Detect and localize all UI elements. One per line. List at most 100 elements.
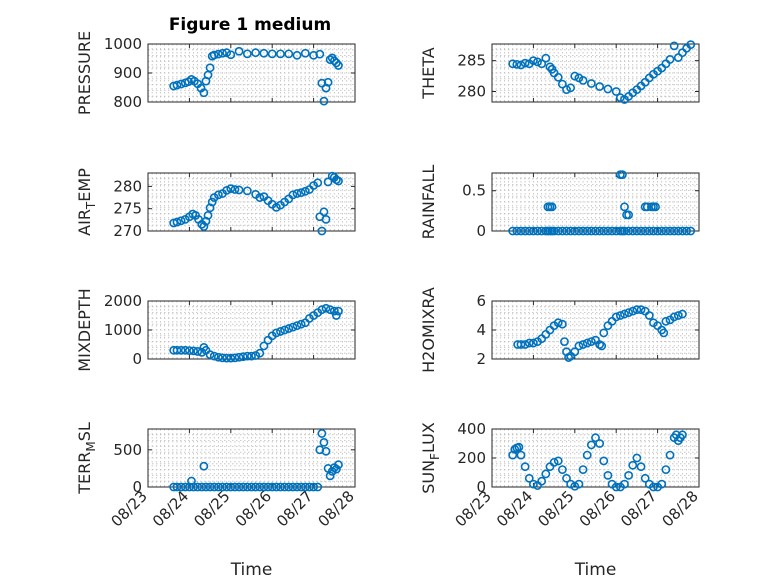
data-point <box>334 61 343 70</box>
data-point <box>334 460 343 470</box>
data-point <box>599 226 609 236</box>
subplot-1: 800 900 1000 PRESSURE <box>75 31 356 115</box>
data-point <box>678 226 687 236</box>
data-point <box>205 482 215 492</box>
y-tick-label: 0 <box>476 222 486 240</box>
y-tick-label: 280 <box>113 177 142 195</box>
data-point <box>512 226 522 236</box>
data-point <box>520 462 530 472</box>
data-point <box>222 185 232 195</box>
data-point <box>661 465 671 474</box>
subplot-4: 0 0.5 RAINFALL <box>419 165 700 240</box>
y-axis-label: RAINFALL <box>419 165 438 240</box>
data-point <box>218 353 227 363</box>
data-point <box>319 437 329 447</box>
data-point <box>524 338 534 348</box>
data-point <box>557 226 567 236</box>
data-point <box>317 429 327 438</box>
data-point <box>665 226 675 236</box>
data-point <box>284 49 294 59</box>
data-point <box>628 460 638 470</box>
data-point <box>313 178 323 188</box>
data-point <box>673 311 683 320</box>
data-point <box>566 226 576 236</box>
data-point <box>557 319 567 329</box>
data-point <box>611 226 621 236</box>
data-point <box>686 40 696 50</box>
data-point <box>644 311 654 320</box>
data-point <box>172 80 182 90</box>
data-point <box>230 185 240 194</box>
y-tick-label: 285 <box>457 52 486 70</box>
data-point <box>642 202 652 212</box>
data-point <box>599 328 609 338</box>
data-point <box>611 87 621 96</box>
data-point <box>549 457 559 467</box>
data-point <box>201 482 211 492</box>
subplot-6: 2 4 6 H2OMIXRA <box>419 287 700 373</box>
data-point <box>586 79 596 88</box>
y-tick-label: 0.5 <box>462 182 486 200</box>
data-point <box>234 185 244 195</box>
data-point <box>508 226 518 236</box>
x-tick-label: 08/24 <box>493 487 536 530</box>
data-point <box>657 226 667 236</box>
data-point <box>230 353 240 363</box>
data-point <box>222 48 232 58</box>
data-point <box>300 48 310 58</box>
data-point <box>562 473 571 483</box>
data-point <box>678 309 687 319</box>
data-point <box>288 190 298 200</box>
data-point <box>632 305 642 315</box>
data-point <box>267 49 277 59</box>
data-point <box>603 226 613 236</box>
axes-box <box>491 43 700 103</box>
data-point <box>586 440 596 450</box>
data-point <box>321 214 331 224</box>
data-point <box>516 60 526 70</box>
data-point <box>624 226 634 236</box>
data-point <box>247 351 256 361</box>
data-point <box>189 482 198 492</box>
data-point <box>682 226 691 236</box>
data-point <box>325 305 335 315</box>
data-point <box>323 77 333 87</box>
data-point <box>669 312 679 322</box>
data-point <box>255 482 265 492</box>
data-point <box>582 450 592 460</box>
x-axis-label: Time <box>230 560 273 580</box>
figure-title: Figure 1 medium <box>169 15 331 35</box>
data-point <box>292 482 302 492</box>
data-point <box>321 446 331 456</box>
data-point <box>276 482 285 492</box>
data-point <box>238 352 248 362</box>
data-point <box>529 226 538 236</box>
data-point <box>611 312 621 322</box>
data-point <box>665 55 675 64</box>
data-point <box>319 96 329 106</box>
data-point <box>620 226 629 236</box>
data-point <box>309 50 318 60</box>
data-point <box>226 482 236 492</box>
data-point <box>678 430 687 440</box>
subplot-2: 280 285 THETA <box>419 40 700 104</box>
y-tick-label: 0 <box>132 478 142 496</box>
y-axis-label: THETA <box>419 47 438 99</box>
data-point <box>578 340 588 349</box>
data-point <box>541 469 551 479</box>
data-point <box>284 482 294 492</box>
subplot-3: 270 275 280 AIRTEMP <box>75 168 356 240</box>
data-point <box>516 340 526 349</box>
data-point <box>176 345 186 355</box>
data-point <box>624 210 634 220</box>
x-tick-label: 08/28 <box>315 487 358 530</box>
data-point <box>263 482 273 492</box>
data-point <box>520 340 530 349</box>
data-point <box>226 184 236 194</box>
data-point <box>636 462 646 472</box>
data-point <box>313 482 323 492</box>
data-point <box>284 324 294 333</box>
data-point <box>615 311 625 320</box>
data-point <box>533 57 542 67</box>
data-point <box>209 482 219 492</box>
